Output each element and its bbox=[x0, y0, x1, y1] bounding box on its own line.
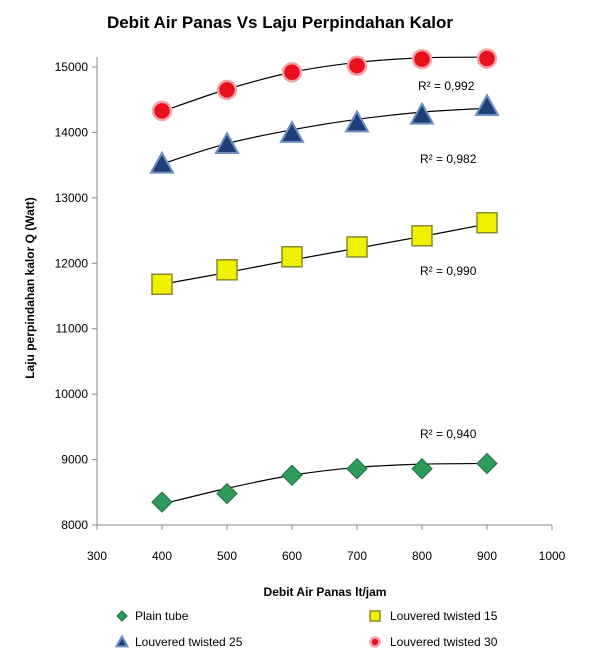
r2-label: R² = 0,982 bbox=[420, 152, 477, 166]
trendline-1 bbox=[161, 462, 488, 505]
data-point-triangle bbox=[409, 101, 435, 125]
legend: Plain tube Louvered twisted 15 Louvered tw… bbox=[114, 609, 498, 649]
y-tick-label: 13000 bbox=[55, 191, 89, 205]
data-point-triangle bbox=[214, 131, 240, 155]
data-point-square bbox=[151, 273, 173, 295]
data-markers bbox=[149, 48, 500, 513]
data-point-circle bbox=[216, 79, 238, 101]
legend-label: Louvered twisted 25 bbox=[135, 635, 243, 649]
y-tick-label: 11000 bbox=[56, 322, 89, 336]
y-tick-label: 8000 bbox=[61, 518, 88, 532]
axes bbox=[96, 57, 552, 526]
data-point-square bbox=[281, 245, 303, 268]
y-axis-label: Laju perpindahan kalor Q (Watt) bbox=[23, 197, 37, 379]
y-tick-label: 15000 bbox=[55, 60, 89, 74]
x-tick-label: 600 bbox=[282, 549, 302, 563]
x-axis-label: Debit Air Panas lt/jam bbox=[264, 585, 387, 599]
legend-marker-square bbox=[369, 610, 381, 622]
data-point-circle bbox=[476, 48, 498, 69]
data-point-diamond bbox=[476, 452, 498, 475]
r2-label: R² = 0,992 bbox=[418, 79, 475, 93]
r2-label: R² = 0,990 bbox=[420, 264, 477, 278]
r2-label: R² = 0,940 bbox=[420, 427, 477, 441]
data-point-circle bbox=[281, 61, 303, 83]
x-tick-label: 800 bbox=[412, 549, 432, 563]
x-tick-label: 400 bbox=[152, 549, 172, 563]
data-point-square bbox=[216, 259, 238, 281]
data-point-diamond bbox=[151, 491, 173, 513]
data-point-diamond bbox=[411, 458, 433, 480]
legend-label: Plain tube bbox=[135, 609, 189, 623]
x-tick-label: 700 bbox=[347, 549, 367, 563]
y-tick-label: 12000 bbox=[55, 256, 89, 270]
y-tick-label: 10000 bbox=[55, 387, 89, 401]
x-tick-label: 300 bbox=[87, 549, 107, 563]
data-point-triangle bbox=[279, 120, 305, 143]
x-ticks: 300 400 500 600 700 800 900 1000 bbox=[87, 525, 566, 563]
y-tick-label: 14000 bbox=[55, 125, 89, 139]
legend-label: Louvered twisted 30 bbox=[390, 635, 498, 649]
x-tick-label: 500 bbox=[217, 549, 237, 563]
r2-labels: R² = 0,940 R² = 0,990 R² = 0,982 R² = 0,992 bbox=[418, 79, 477, 441]
data-point-triangle bbox=[344, 109, 370, 133]
data-point-diamond bbox=[216, 482, 238, 505]
chart-title: Debit Air Panas Vs Laju Perpindahan Kalo… bbox=[107, 13, 453, 32]
legend-marker-triangle bbox=[114, 634, 130, 648]
legend-marker-diamond bbox=[116, 610, 128, 622]
legend-label: Louvered twisted 15 bbox=[390, 609, 498, 623]
data-point-square bbox=[476, 211, 498, 234]
data-point-circle bbox=[346, 55, 368, 76]
data-point-triangle bbox=[149, 150, 175, 174]
data-point-circle bbox=[151, 100, 173, 122]
data-point-diamond bbox=[281, 464, 303, 486]
y-ticks: 8000 9000 10000 11000 12000 13000 14000 15000 bbox=[55, 60, 97, 532]
x-tick-label: 900 bbox=[477, 549, 497, 563]
data-point-square bbox=[411, 225, 433, 247]
data-point-square bbox=[346, 236, 368, 258]
data-point-circle bbox=[411, 48, 433, 70]
data-point-diamond bbox=[346, 458, 368, 480]
x-tick-label: 1000 bbox=[539, 549, 566, 563]
legend-marker-circle bbox=[369, 636, 381, 648]
data-point-triangle bbox=[474, 93, 500, 117]
y-tick-label: 9000 bbox=[61, 453, 88, 467]
